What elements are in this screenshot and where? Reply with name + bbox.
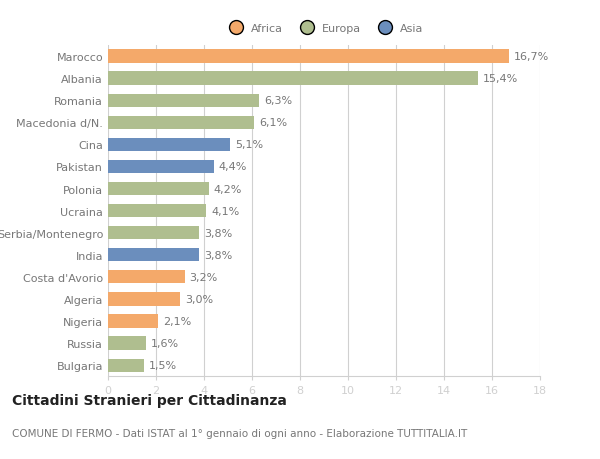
Text: 6,3%: 6,3% xyxy=(264,96,292,106)
Text: COMUNE DI FERMO - Dati ISTAT al 1° gennaio di ogni anno - Elaborazione TUTTITALI: COMUNE DI FERMO - Dati ISTAT al 1° genna… xyxy=(12,428,467,438)
Bar xyxy=(108,337,146,350)
Text: 1,6%: 1,6% xyxy=(151,338,179,348)
Bar xyxy=(108,95,259,107)
Bar xyxy=(108,161,214,174)
Bar xyxy=(108,271,185,284)
Bar xyxy=(108,139,230,151)
Bar xyxy=(108,205,206,218)
Text: 1,5%: 1,5% xyxy=(149,360,177,370)
Text: 5,1%: 5,1% xyxy=(235,140,263,150)
Bar xyxy=(108,117,254,129)
Text: 3,2%: 3,2% xyxy=(190,272,218,282)
Text: 4,1%: 4,1% xyxy=(211,206,239,216)
Text: 3,8%: 3,8% xyxy=(204,250,232,260)
Bar xyxy=(108,293,180,306)
Bar xyxy=(108,183,209,196)
Legend: Africa, Europa, Asia: Africa, Europa, Asia xyxy=(225,24,423,34)
Text: 3,0%: 3,0% xyxy=(185,294,213,304)
Text: 2,1%: 2,1% xyxy=(163,316,191,326)
Bar xyxy=(108,315,158,328)
Text: 4,4%: 4,4% xyxy=(218,162,247,172)
Text: Cittadini Stranieri per Cittadinanza: Cittadini Stranieri per Cittadinanza xyxy=(12,393,287,407)
Bar xyxy=(108,359,144,372)
Text: 15,4%: 15,4% xyxy=(482,74,518,84)
Bar xyxy=(108,50,509,63)
Bar xyxy=(108,227,199,240)
Bar xyxy=(108,249,199,262)
Text: 16,7%: 16,7% xyxy=(514,52,549,62)
Bar xyxy=(108,73,478,85)
Text: 3,8%: 3,8% xyxy=(204,228,232,238)
Text: 4,2%: 4,2% xyxy=(214,184,242,194)
Text: 6,1%: 6,1% xyxy=(259,118,287,128)
